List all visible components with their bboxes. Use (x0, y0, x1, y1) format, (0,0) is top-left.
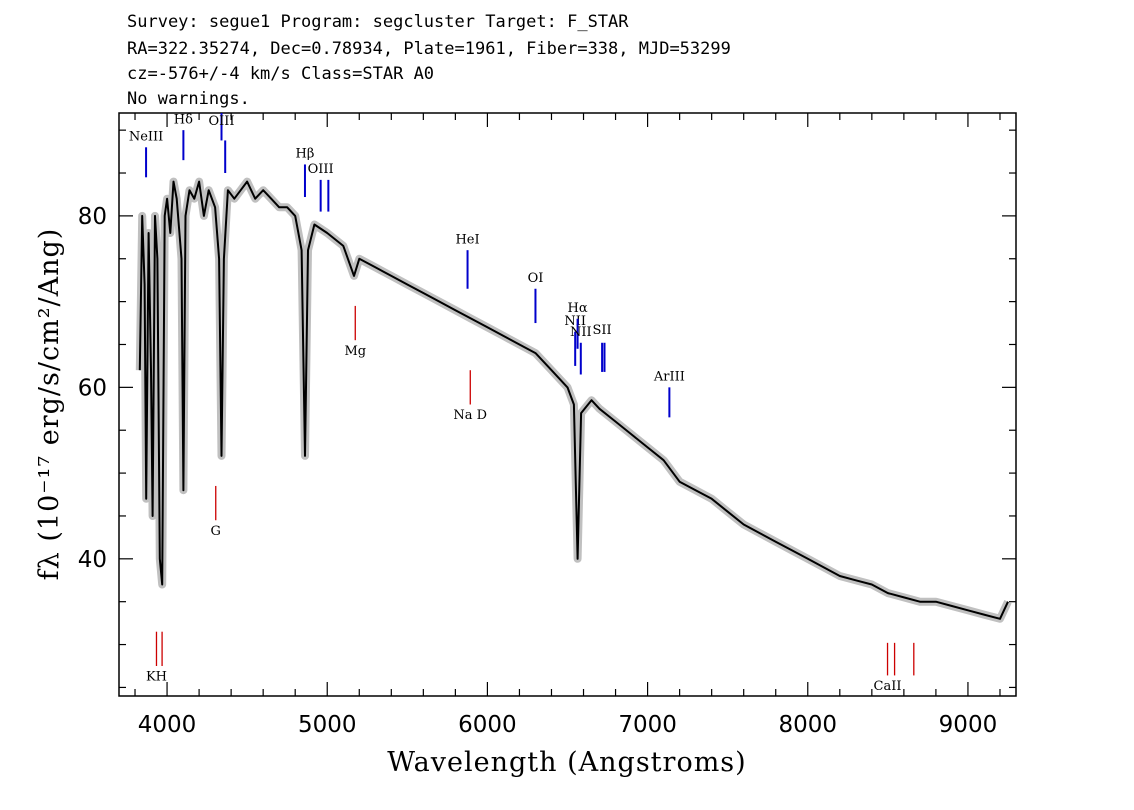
emission-line-label: HeI (455, 232, 479, 247)
header-line-survey: Survey: segue1 Program: segcluster Targe… (127, 12, 629, 32)
x-tick-label: 5000 (298, 712, 357, 738)
y-tick-label: 60 (78, 375, 107, 401)
emission-line-label: OIII (308, 162, 334, 177)
header-line-warnings: No warnings. (127, 89, 250, 109)
axis-ticks (119, 113, 1016, 696)
emission-line-label: Hδ (174, 112, 193, 127)
plot-frame (118, 112, 1017, 697)
emission-line-label: NeIII (129, 129, 163, 144)
emission-line-label: ArIII (653, 369, 685, 384)
absorption-line-label: KH (146, 670, 167, 685)
axis-tick-labels: 4000 5000 6000 7000 8000 9000 40 60 80 (78, 204, 998, 738)
emission-line-label: OIII (208, 114, 234, 129)
emission-line-label: Hβ (296, 147, 315, 162)
x-tick-label: 4000 (138, 712, 197, 738)
y-axis-title: fλ (10⁻¹⁷ erg/s/cm²/Ang) (34, 228, 65, 581)
spectrum-line (138, 180, 1009, 620)
emission-line-label: OI (528, 271, 544, 286)
header-line-coordinates: RA=322.35274, Dec=0.78934, Plate=1961, F… (127, 39, 731, 59)
absorption-line-label: CaII (874, 679, 902, 694)
emission-line-label: SII (593, 323, 612, 338)
emission-line-label: Hα (568, 301, 588, 316)
emission-line-label: NII (564, 314, 586, 329)
emission-line-label: NII (570, 325, 592, 340)
absorption-line-label: G (211, 524, 221, 539)
x-tick-label: 9000 (939, 712, 998, 738)
y-tick-label: 40 (78, 547, 107, 573)
x-tick-label: 8000 (778, 712, 837, 738)
x-tick-label: 6000 (458, 712, 517, 738)
x-tick-label: 7000 (618, 712, 677, 738)
absorption-line-label: Na D (453, 408, 487, 423)
y-tick-label: 80 (78, 204, 107, 230)
error-band (135, 177, 1012, 623)
x-axis-title: Wavelength (Angstroms) (387, 747, 746, 778)
header-line-velocity-class: cz=-576+/-4 km/s Class=STAR A0 (127, 64, 435, 84)
absorption-line-label: Mg (344, 344, 366, 359)
